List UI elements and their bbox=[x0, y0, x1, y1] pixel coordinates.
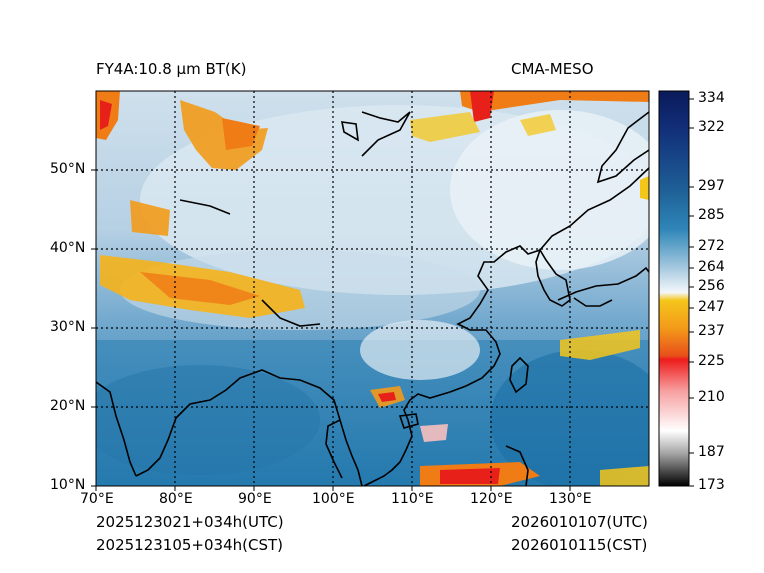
lat-tick-label: 40°N bbox=[50, 240, 86, 256]
colorbar-tick-label: 173 bbox=[698, 477, 725, 493]
colorbar-tick-label: 322 bbox=[698, 119, 725, 135]
lon-tick-label: 120°E bbox=[470, 491, 513, 507]
colorbar-tick-marks bbox=[689, 98, 694, 487]
graticule bbox=[96, 91, 649, 486]
colorbar-tick-label: 187 bbox=[698, 444, 725, 460]
colorbar-tick-label: 237 bbox=[698, 323, 725, 339]
colorbar-tick-label: 272 bbox=[698, 238, 725, 254]
lon-tick-label: 100°E bbox=[312, 491, 355, 507]
colorbar-tick-label: 225 bbox=[698, 353, 725, 369]
init-time-utc: 2025123021+034h(UTC) bbox=[96, 513, 284, 531]
colorbar-tick-label: 256 bbox=[698, 278, 725, 294]
valid-time-utc: 2026010107(UTC) bbox=[511, 513, 648, 531]
colorbar bbox=[659, 91, 689, 486]
lat-tick-label: 20°N bbox=[50, 398, 86, 414]
lon-tick-label: 70°E bbox=[80, 491, 114, 507]
lon-tick-label: 110°E bbox=[391, 491, 434, 507]
lon-tick-label: 130°E bbox=[549, 491, 592, 507]
colorbar-tick-label: 285 bbox=[698, 207, 725, 223]
lat-tick-label: 50°N bbox=[50, 161, 86, 177]
colorbar-tick-label: 264 bbox=[698, 259, 725, 275]
valid-time-cst: 2026010115(CST) bbox=[511, 536, 648, 554]
lon-tick-label: 90°E bbox=[238, 491, 272, 507]
colorbar-tick-label: 210 bbox=[698, 389, 725, 405]
colorbar-tick-label: 334 bbox=[698, 90, 725, 106]
lon-tick-label: 80°E bbox=[159, 491, 193, 507]
model-title: CMA-MESO bbox=[511, 60, 594, 78]
colorbar-tick-label: 247 bbox=[698, 299, 725, 315]
map-frame bbox=[95, 90, 650, 487]
lat-tick-label: 30°N bbox=[50, 319, 86, 335]
lat-tick-label: 10°N bbox=[50, 477, 86, 493]
colorbar-tick-label: 297 bbox=[698, 178, 725, 194]
product-title: FY4A:10.8 µm BT(K) bbox=[96, 60, 247, 78]
init-time-cst: 2025123105+034h(CST) bbox=[96, 536, 284, 554]
axis-tick-marks bbox=[91, 169, 571, 491]
